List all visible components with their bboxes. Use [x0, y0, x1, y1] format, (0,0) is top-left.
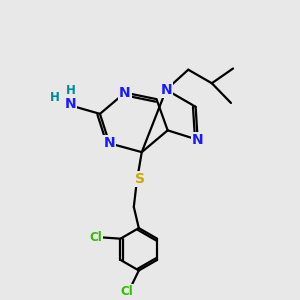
Text: N: N	[119, 86, 131, 100]
Text: N: N	[65, 98, 76, 111]
Text: N: N	[160, 83, 172, 97]
Text: S: S	[135, 172, 145, 186]
Text: Cl: Cl	[89, 231, 102, 244]
Text: N: N	[192, 133, 203, 147]
Text: Cl: Cl	[121, 285, 134, 298]
Text: H: H	[66, 84, 75, 97]
Text: N: N	[103, 136, 115, 150]
Text: H: H	[50, 91, 59, 103]
